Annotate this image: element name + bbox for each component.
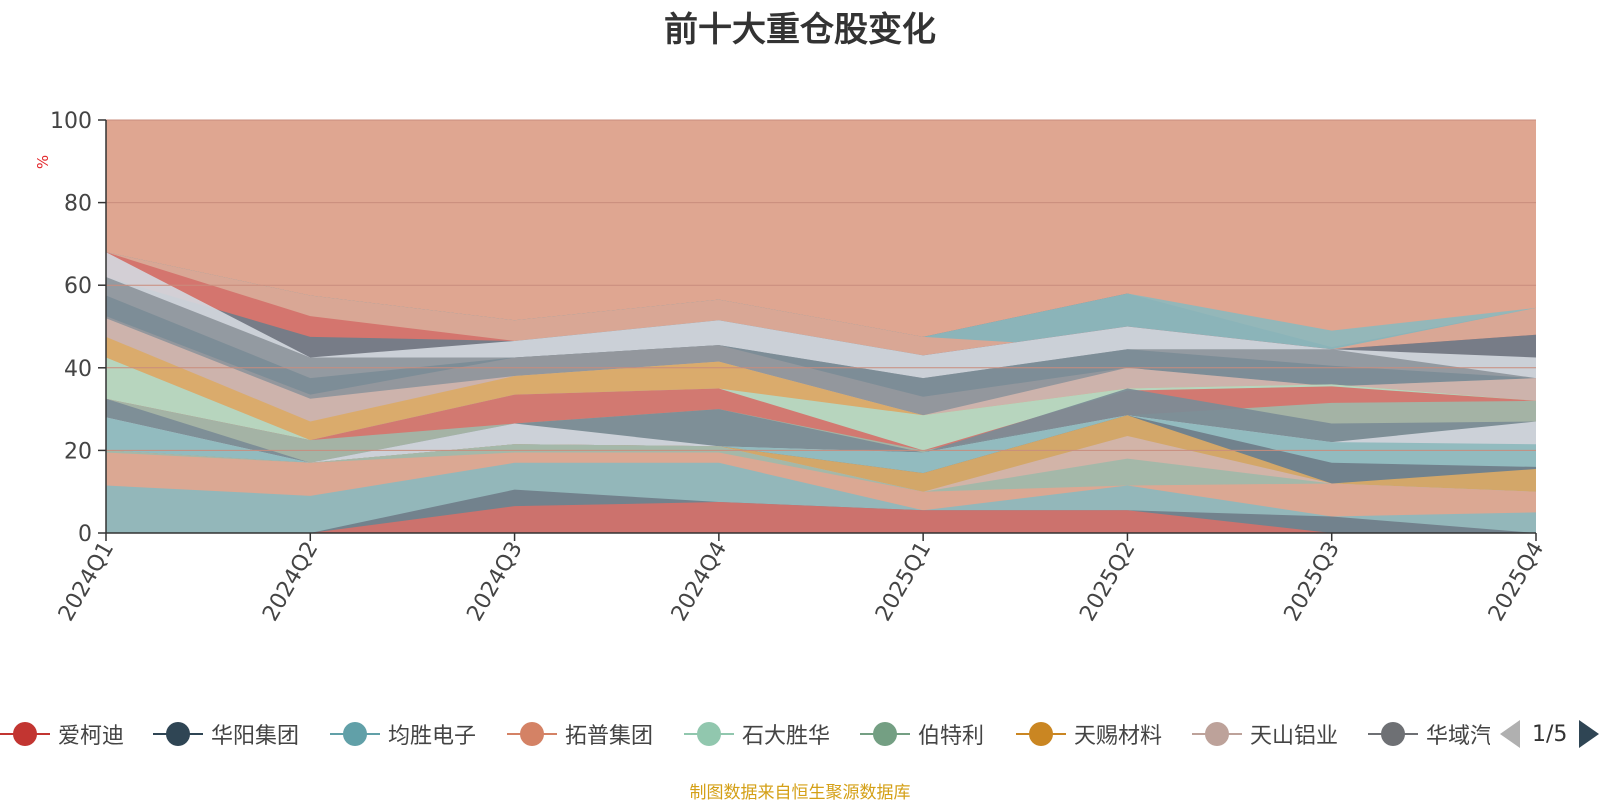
legend-label: 均胜电子 bbox=[388, 724, 477, 749]
legend-item[interactable]: 拓普集团 bbox=[507, 712, 653, 756]
x-tick-label: 2024Q1 bbox=[54, 538, 119, 626]
legend-marker-icon bbox=[507, 719, 557, 749]
area-series bbox=[106, 119, 1536, 534]
legend-item[interactable]: 天山铝业 bbox=[1192, 712, 1338, 756]
source-note: 制图数据来自恒生聚源数据库 bbox=[689, 783, 911, 803]
y-tick-label: 100 bbox=[50, 109, 92, 134]
legend-next-page-icon[interactable] bbox=[1579, 720, 1600, 748]
legend-item[interactable]: 华域汽车 bbox=[1368, 712, 1490, 756]
x-tick-label: 2025Q2 bbox=[1075, 538, 1140, 626]
legend-marker-icon bbox=[1016, 719, 1066, 749]
area-band-red-3 bbox=[106, 502, 1536, 533]
legend-marker-icon bbox=[1192, 719, 1242, 749]
legend-marker-icon bbox=[684, 719, 734, 749]
chart-plot: 0 20 40 60 80 100 2024Q1 2024Q2 2024Q3 2024Q4 2025… bbox=[34, 109, 1549, 626]
x-tick-label: 2025Q1 bbox=[871, 538, 936, 626]
chart-title: 前十大重仓股变化 bbox=[664, 10, 936, 50]
legend-label: 石大胜华 bbox=[742, 724, 831, 749]
legend-label: 华域汽车 bbox=[1426, 724, 1490, 749]
legend-item[interactable]: 天赐材料 bbox=[1016, 712, 1162, 756]
legend-item[interactable]: 华阳集团 bbox=[153, 712, 299, 756]
y-tick-label: 40 bbox=[64, 357, 92, 382]
legend-item[interactable]: 爱柯迪 bbox=[0, 712, 124, 756]
legend-label: 天赐材料 bbox=[1074, 724, 1163, 749]
x-tick-label: 2024Q3 bbox=[462, 538, 527, 626]
legend-page-indicator: 1/5 bbox=[1532, 721, 1568, 747]
y-tick-label: 60 bbox=[64, 274, 92, 299]
legend-marker-icon bbox=[860, 719, 910, 749]
y-tick-label: 0 bbox=[78, 522, 92, 547]
legend-label: 天山铝业 bbox=[1250, 724, 1339, 749]
legend-label: 华阳集团 bbox=[211, 724, 300, 749]
x-tick-label: 2024Q2 bbox=[258, 538, 323, 626]
legend-label: 拓普集团 bbox=[565, 724, 654, 749]
x-tick-label: 2025Q3 bbox=[1280, 538, 1345, 626]
legend-item[interactable]: 伯特利 bbox=[860, 712, 984, 756]
legend: 爱柯迪 华阳集团 均胜电子 拓普集团 石大胜华 伯特利 天赐材料 天山铝业 华域汽车 bbox=[0, 712, 1490, 756]
legend-item[interactable]: 石大胜华 bbox=[684, 712, 830, 756]
legend-label: 爱柯迪 bbox=[58, 724, 125, 749]
legend-item[interactable]: 均胜电子 bbox=[330, 712, 476, 756]
x-tick-label: 2025Q4 bbox=[1484, 538, 1549, 626]
y-axis-title: % bbox=[34, 155, 52, 169]
legend-pager: 1/5 bbox=[1500, 716, 1600, 752]
legend-marker-icon bbox=[0, 719, 50, 749]
legend-prev-page-icon[interactable] bbox=[1500, 720, 1520, 748]
legend-marker-icon bbox=[153, 719, 203, 749]
x-tick-label: 2024Q4 bbox=[667, 538, 732, 626]
legend-marker-icon bbox=[330, 719, 380, 749]
y-tick-label: 20 bbox=[64, 439, 92, 464]
legend-marker-icon bbox=[1368, 719, 1418, 749]
y-tick-label: 80 bbox=[64, 192, 92, 217]
legend-label: 伯特利 bbox=[918, 724, 985, 749]
